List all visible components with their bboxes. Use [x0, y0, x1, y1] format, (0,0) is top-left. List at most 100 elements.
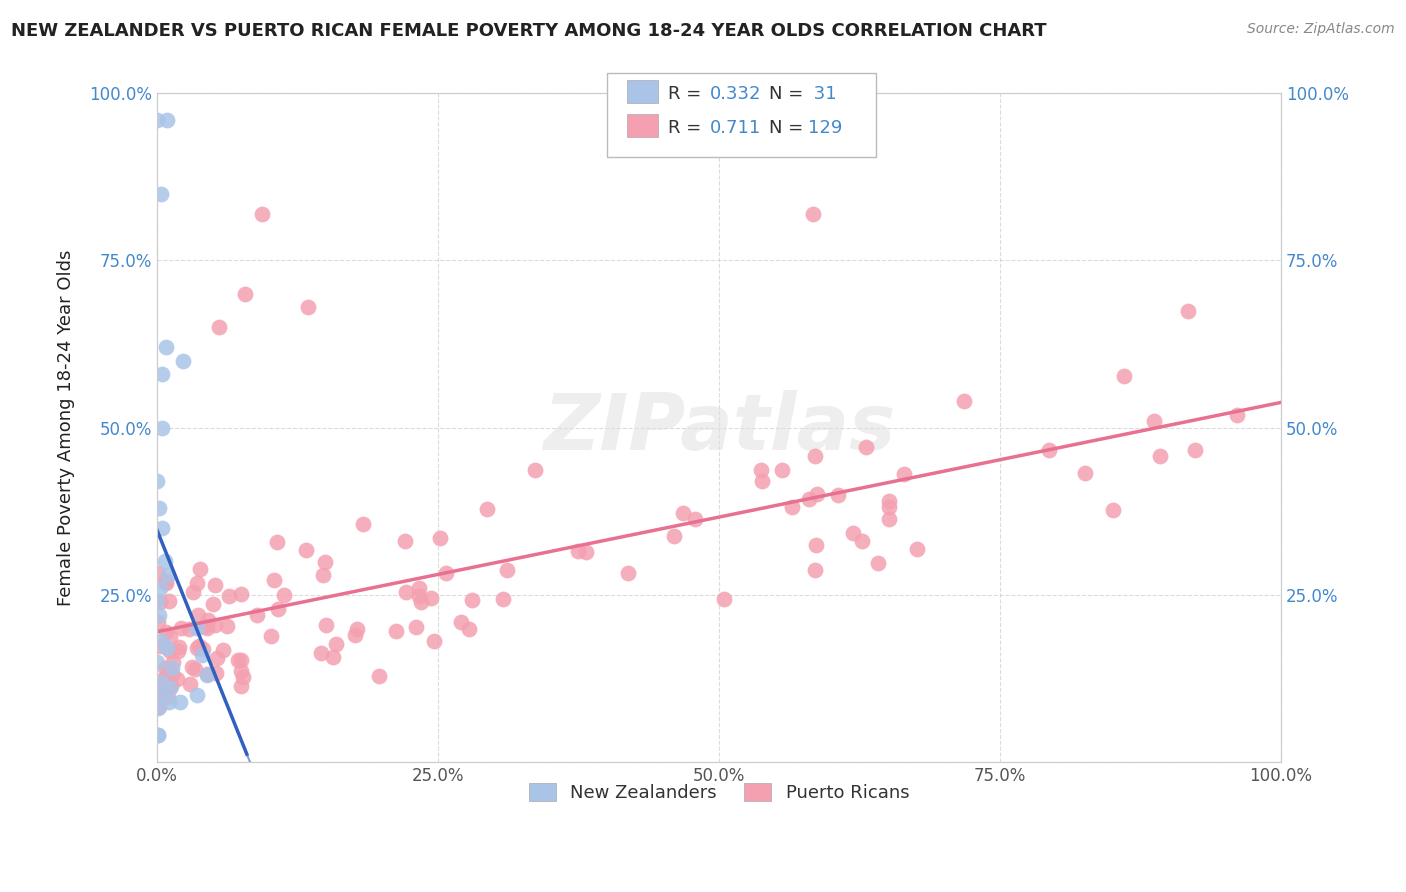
Point — [197, 613, 219, 627]
Point — [325, 637, 347, 651]
Point — [405, 620, 427, 634]
Point — [150, 367, 173, 381]
Point — [803, 449, 825, 463]
Point — [187, 608, 209, 623]
Point — [1184, 442, 1206, 457]
Point — [177, 622, 200, 636]
Point — [162, 655, 184, 669]
Point — [150, 521, 173, 535]
Text: NEW ZEALANDER VS PUERTO RICAN FEMALE POVERTY AMONG 18-24 YEAR OLDS CORRELATION C: NEW ZEALANDER VS PUERTO RICAN FEMALE POV… — [11, 22, 1047, 40]
Point — [1149, 449, 1171, 463]
Point — [408, 589, 430, 603]
Point — [295, 543, 318, 558]
Point — [423, 634, 446, 648]
Point — [186, 576, 208, 591]
Point — [855, 440, 877, 454]
Point — [187, 639, 209, 653]
Point — [1112, 368, 1135, 383]
Point — [155, 576, 177, 591]
Point — [353, 516, 375, 531]
Point — [186, 621, 208, 635]
Point — [186, 688, 208, 702]
Point — [434, 566, 457, 580]
Point — [153, 554, 176, 568]
Point — [146, 655, 169, 669]
Point — [160, 679, 183, 693]
Point — [149, 595, 172, 609]
Point — [1225, 408, 1247, 422]
Point — [344, 628, 367, 642]
Point — [193, 642, 215, 657]
Point — [146, 673, 169, 688]
Point — [195, 666, 218, 681]
Point — [146, 728, 169, 742]
Point — [186, 641, 208, 656]
Point — [458, 622, 481, 636]
Point — [419, 591, 441, 605]
Point — [806, 487, 828, 501]
Text: R =: R = — [668, 85, 707, 103]
Point — [208, 320, 231, 334]
Point — [159, 644, 181, 658]
Text: N =: N = — [769, 85, 808, 103]
Point — [780, 500, 803, 514]
Point — [159, 695, 181, 709]
Point — [450, 615, 472, 630]
Point — [146, 594, 169, 608]
Point — [149, 634, 172, 648]
Point — [879, 512, 901, 526]
Point — [181, 585, 204, 599]
Point — [368, 669, 391, 683]
Point — [170, 621, 193, 635]
Text: R =: R = — [668, 119, 707, 136]
Point — [167, 640, 190, 654]
Point — [309, 646, 332, 660]
Point — [159, 631, 181, 645]
Point — [229, 665, 252, 679]
Point — [146, 684, 169, 698]
Point — [146, 701, 169, 715]
Point — [263, 574, 285, 588]
Point — [215, 619, 238, 633]
Point — [523, 463, 546, 477]
Point — [492, 592, 515, 607]
Point — [166, 644, 188, 658]
Point — [1073, 467, 1095, 481]
Point — [394, 534, 416, 549]
Point — [804, 563, 827, 577]
Point — [574, 544, 596, 558]
Point — [226, 653, 249, 667]
Point — [148, 500, 170, 515]
Point — [184, 662, 207, 676]
Point — [157, 594, 180, 608]
Point — [231, 679, 253, 693]
Point — [267, 602, 290, 616]
Point — [169, 695, 191, 709]
Text: N =: N = — [769, 119, 808, 136]
Point — [204, 665, 226, 680]
Point — [495, 563, 517, 577]
Point — [461, 592, 484, 607]
Point — [205, 651, 228, 665]
Point — [231, 587, 253, 601]
Point — [799, 491, 821, 506]
Point — [893, 467, 915, 482]
Point — [148, 700, 170, 714]
Point — [191, 648, 214, 662]
Point — [148, 607, 170, 622]
Point — [146, 566, 169, 581]
Point — [229, 652, 252, 666]
Point — [297, 300, 319, 314]
Point — [905, 541, 928, 556]
Point — [851, 534, 873, 549]
Point — [155, 624, 177, 639]
Point — [188, 562, 211, 576]
Point — [683, 511, 706, 525]
Point — [160, 667, 183, 681]
Point — [146, 615, 169, 629]
Point — [273, 588, 295, 602]
Point — [868, 556, 890, 570]
Point — [195, 621, 218, 635]
Point — [877, 494, 900, 508]
Point — [1102, 503, 1125, 517]
